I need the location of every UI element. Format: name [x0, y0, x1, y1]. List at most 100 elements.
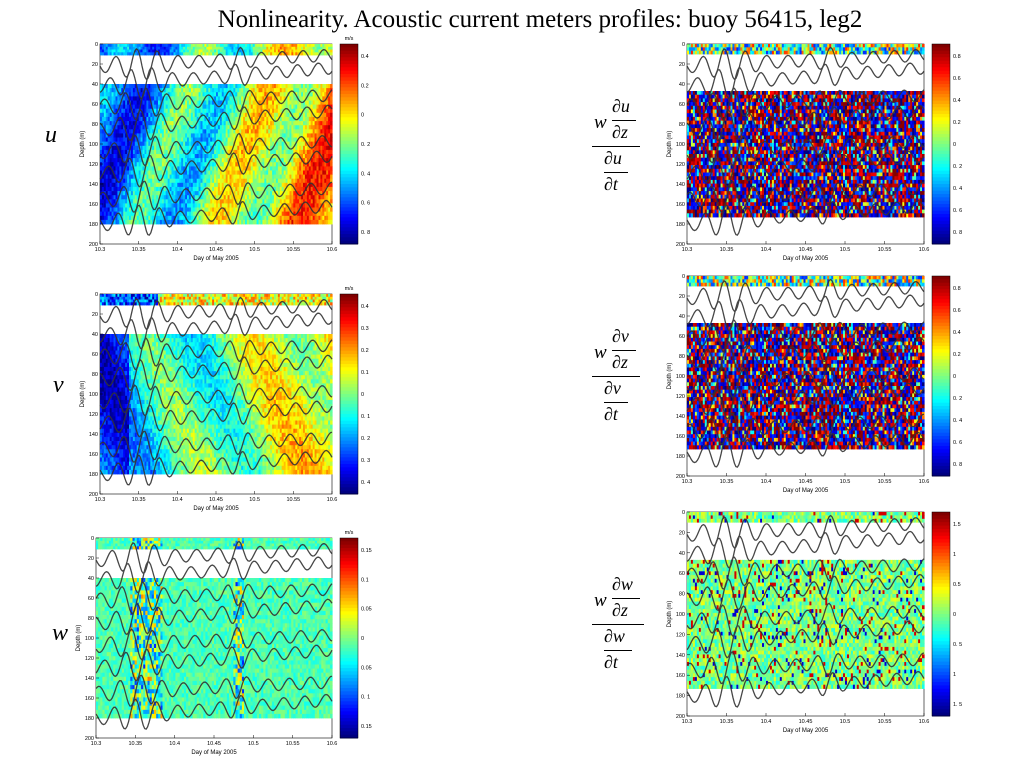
heatmap-cell	[231, 207, 234, 212]
heatmap-cell	[225, 84, 229, 89]
heatmap-cell	[167, 207, 171, 212]
heatmap-cell	[181, 137, 184, 142]
heatmap-cell	[117, 49, 120, 53]
heatmap-cell	[113, 170, 116, 175]
heatmap-cell	[328, 125, 331, 130]
heatmap-cell	[107, 125, 111, 130]
heatmap-cell	[115, 49, 118, 53]
heatmap-cell	[221, 294, 225, 298]
heatmap-cell	[208, 302, 211, 306]
heatmap-cell	[297, 219, 300, 225]
heatmap-cell	[283, 166, 287, 171]
heatmap-cell	[275, 112, 279, 118]
heatmap-cell	[225, 100, 229, 105]
heatmap-cell	[285, 174, 289, 180]
heatmap-cell	[144, 100, 147, 105]
heatmap-cell	[250, 108, 254, 114]
heatmap-cell	[326, 96, 329, 101]
heatmap-cell	[196, 299, 200, 303]
heatmap-cell	[252, 154, 256, 159]
heatmap-cell	[322, 92, 325, 97]
heatmap-cell	[171, 178, 174, 184]
heatmap-cell	[204, 108, 207, 114]
heatmap-cell	[179, 46, 182, 50]
heatmap-cell	[115, 125, 118, 130]
heatmap-cell	[175, 104, 178, 110]
heatmap-cell	[301, 137, 304, 142]
heatmap-cell	[291, 108, 294, 114]
heatmap-cell	[181, 96, 184, 101]
heatmap-cell	[156, 186, 159, 192]
heatmap-cell	[185, 199, 188, 204]
heatmap-cell	[107, 44, 111, 48]
heatmap-cell	[130, 170, 134, 175]
heatmap-cell	[264, 158, 267, 163]
heatmap-cell	[129, 182, 132, 188]
heatmap-cell	[119, 108, 122, 114]
heatmap-cell	[254, 219, 258, 225]
contour-line	[99, 150, 333, 188]
heatmap-cell	[252, 207, 256, 212]
contour-line	[99, 132, 333, 167]
heatmap-cell	[245, 137, 248, 142]
heatmap-cell	[148, 302, 151, 306]
heatmap-cell	[125, 170, 128, 175]
heatmap-cell	[159, 108, 163, 114]
heatmap-cell	[275, 133, 279, 138]
heatmap-cell	[297, 199, 300, 204]
ratio-bot-num: ∂w	[604, 626, 625, 647]
heatmap-cell	[277, 170, 281, 175]
heatmap-cell	[306, 116, 310, 122]
heatmap-cell	[140, 137, 144, 142]
heatmap-cell	[297, 178, 300, 184]
heatmap-cell	[127, 84, 130, 89]
heatmap-cell	[324, 46, 327, 50]
heatmap-cell	[154, 154, 157, 159]
heatmap-cell	[266, 186, 269, 192]
heatmap-cell	[243, 149, 246, 155]
heatmap-cell	[100, 121, 103, 126]
heatmap-cell	[177, 299, 180, 303]
heatmap-cell	[287, 215, 290, 221]
heatmap-cell	[200, 145, 203, 151]
heatmap-cell	[148, 52, 151, 56]
heatmap-cell	[190, 52, 194, 56]
heatmap-cell	[146, 96, 149, 101]
heatmap-cell	[134, 104, 138, 110]
heatmap-cell	[318, 49, 321, 53]
heatmap-cell	[320, 145, 323, 151]
heatmap-cell	[225, 133, 229, 138]
heatmap-cell	[132, 195, 136, 200]
heatmap-cell	[268, 133, 271, 138]
heatmap-cell	[121, 92, 124, 97]
heatmap-cell	[187, 215, 190, 221]
heatmap-cell	[115, 116, 118, 122]
heatmap-cell	[219, 203, 223, 208]
heatmap-cell	[185, 108, 188, 114]
heatmap-cell	[183, 302, 186, 306]
heatmap-cell	[328, 219, 331, 225]
heatmap-cell	[169, 125, 173, 130]
heatmap-cell	[264, 199, 267, 204]
heatmap-cell	[156, 162, 159, 167]
heatmap-cell	[204, 219, 207, 225]
heatmap-cell	[152, 170, 155, 175]
heatmap-cell	[306, 108, 310, 114]
heatmap-cell	[101, 296, 105, 300]
heatmap-cell	[243, 121, 246, 126]
heatmap-cell	[297, 186, 300, 192]
heatmap-cell	[121, 207, 124, 212]
heatmap-cell	[101, 182, 105, 188]
heatmap-cell	[103, 88, 107, 93]
heatmap-cell	[165, 182, 169, 188]
heatmap-cell	[256, 52, 260, 56]
heatmap-cell	[272, 166, 275, 171]
heatmap-cell	[297, 162, 300, 167]
heatmap-cell	[103, 211, 107, 217]
heatmap-cell	[283, 108, 287, 114]
heatmap-cell	[219, 182, 223, 188]
heatmap-cell	[121, 170, 124, 175]
heatmap-cell	[262, 133, 265, 138]
heatmap-cell	[132, 211, 136, 217]
heatmap-cell	[161, 162, 165, 167]
